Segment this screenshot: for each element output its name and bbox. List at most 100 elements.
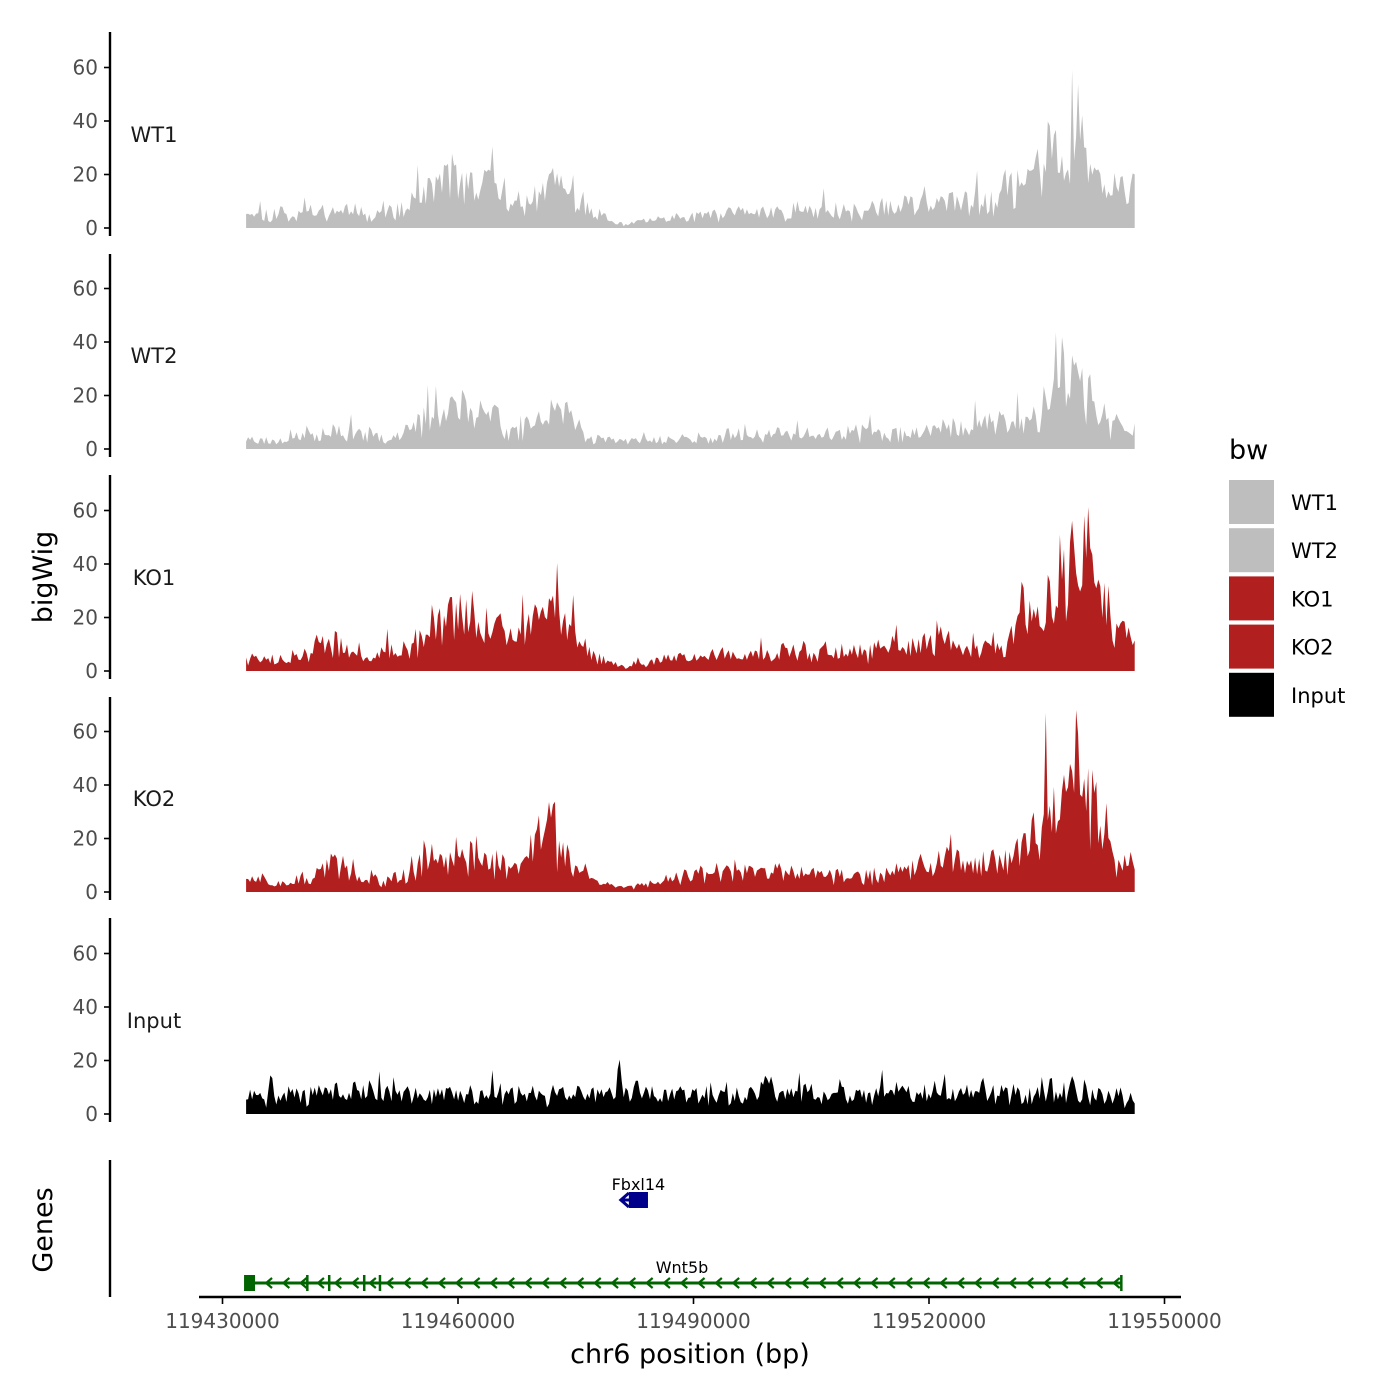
y-tick-label: 0 — [85, 216, 98, 240]
strand-arrow — [696, 1277, 706, 1289]
y-tick-label: 60 — [73, 720, 98, 744]
track-wt1: 0 20 40 60 WT1 — [73, 32, 1135, 240]
strand-arrow — [1077, 1277, 1086, 1289]
strand-arrow — [385, 1277, 394, 1289]
coverage-area-wt2 — [246, 332, 1135, 449]
strand-arrow — [1025, 1277, 1034, 1289]
strand-arrow — [437, 1277, 446, 1289]
legend-label: WT2 — [1291, 539, 1338, 563]
legend-key-input — [1229, 672, 1274, 717]
track-wt2: 0 20 40 60 WT2 — [73, 254, 1135, 461]
strand-arrow — [264, 1277, 273, 1289]
strand-arrow — [333, 1277, 342, 1289]
y-tick-label: 20 — [73, 1049, 98, 1073]
y-tick-label: 0 — [85, 659, 98, 683]
strand-arrow — [748, 1277, 758, 1289]
x-tick-label: 119460000 — [401, 1309, 516, 1333]
gene-exon — [628, 1192, 648, 1208]
strand-arrow — [350, 1277, 360, 1289]
legend-key-wt2 — [1229, 528, 1274, 573]
strand-arrow — [904, 1277, 913, 1289]
strand-arrow — [454, 1277, 464, 1289]
y-tick-label: 60 — [73, 56, 98, 80]
strand-arrow — [1094, 1277, 1104, 1289]
y-axis-title: bigWig — [28, 531, 59, 624]
y-tick-label: 40 — [73, 109, 98, 133]
strand-arrow — [800, 1277, 810, 1289]
y-tick-label: 0 — [85, 1102, 98, 1126]
x-tick-label: 119430000 — [165, 1309, 280, 1333]
strand-arrow — [956, 1277, 965, 1289]
legend-key-ko2 — [1229, 624, 1274, 669]
y-tick-label: 40 — [73, 552, 98, 576]
strand-arrow — [618, 1191, 630, 1209]
strand-arrow — [316, 1277, 325, 1289]
y-tick-label: 0 — [85, 437, 98, 461]
coverage-area-ko2 — [246, 710, 1135, 892]
x-axis: 119430000 119460000 119490000 119520000 1195… — [165, 1295, 1222, 1333]
y-tick-label: 40 — [73, 330, 98, 354]
strand-arrow — [523, 1277, 533, 1289]
strand-arrow — [714, 1277, 723, 1289]
legend-label: WT1 — [1291, 491, 1338, 515]
y-tick-label: 40 — [73, 995, 98, 1019]
track-label: WT2 — [131, 344, 178, 368]
x-tick-label: 119490000 — [636, 1309, 751, 1333]
track-label: KO2 — [133, 787, 176, 811]
genes-track: Fbxl14 Wnt5b — [108, 1160, 1123, 1297]
track-label: WT1 — [131, 123, 178, 147]
track-label: KO1 — [133, 566, 176, 590]
gene-label: Fbxl14 — [612, 1175, 666, 1194]
y-tick-label: 0 — [85, 880, 98, 904]
strand-arrow — [575, 1277, 585, 1289]
strand-arrow — [1112, 1277, 1121, 1289]
coverage-area-input — [246, 1059, 1135, 1114]
signal-tracks: 0 20 40 60 WT1 0 20 40 60 WT2 0 20 40 60 KO1 0 20 40 60 KO2… — [73, 32, 1135, 1126]
gene-exon — [244, 1275, 256, 1291]
strand-arrow — [887, 1277, 896, 1289]
strand-arrow — [368, 1277, 377, 1289]
strand-arrow — [420, 1277, 429, 1289]
strand-arrow — [281, 1277, 291, 1289]
legend: bw WT1 WT2 KO1 KO2 Input — [1229, 435, 1345, 717]
strand-arrow — [1008, 1277, 1017, 1289]
strand-arrow — [471, 1277, 481, 1289]
strand-arrow — [558, 1277, 567, 1289]
legend-key-wt1 — [1229, 480, 1274, 524]
strand-arrow — [644, 1277, 654, 1289]
strand-arrow — [1042, 1277, 1052, 1289]
strand-arrow — [835, 1277, 844, 1289]
strand-arrow — [783, 1277, 792, 1289]
strand-arrow — [662, 1277, 671, 1289]
strand-arrow — [402, 1277, 412, 1289]
track-ko1: 0 20 40 60 KO1 — [73, 475, 1135, 683]
y-tick-label: 60 — [73, 942, 98, 966]
strand-arrow — [298, 1277, 308, 1289]
track-input: 0 20 40 60 Input — [73, 918, 1135, 1126]
strand-arrow — [593, 1277, 602, 1289]
coverage-area-wt1 — [246, 69, 1135, 228]
strand-arrow — [731, 1277, 740, 1289]
legend-title: bw — [1229, 435, 1268, 466]
y-tick-label: 60 — [73, 499, 98, 523]
strand-arrow — [921, 1277, 931, 1289]
coverage-area-ko1 — [246, 507, 1135, 671]
x-tick-label: 119520000 — [872, 1309, 987, 1333]
gene-wnt5b: Wnt5b — [244, 1258, 1123, 1291]
strand-arrow — [1060, 1277, 1069, 1289]
legend-key-ko1 — [1229, 576, 1274, 621]
strand-arrow — [817, 1277, 827, 1289]
legend-label: KO2 — [1291, 636, 1334, 660]
legend-label: KO1 — [1291, 587, 1334, 611]
y-tick-label: 20 — [73, 606, 98, 630]
strand-arrow — [627, 1277, 637, 1289]
strand-arrow — [973, 1277, 983, 1289]
strand-arrow — [541, 1277, 550, 1289]
strand-arrow — [869, 1277, 879, 1289]
strand-arrow — [610, 1277, 619, 1289]
x-tick-label: 119550000 — [1107, 1309, 1222, 1333]
y-tick-label: 20 — [73, 384, 98, 408]
track-ko2: 0 20 40 60 KO2 — [73, 697, 1135, 904]
gene-label: Wnt5b — [656, 1258, 709, 1277]
x-axis-title: chr6 position (bp) — [570, 1339, 810, 1370]
